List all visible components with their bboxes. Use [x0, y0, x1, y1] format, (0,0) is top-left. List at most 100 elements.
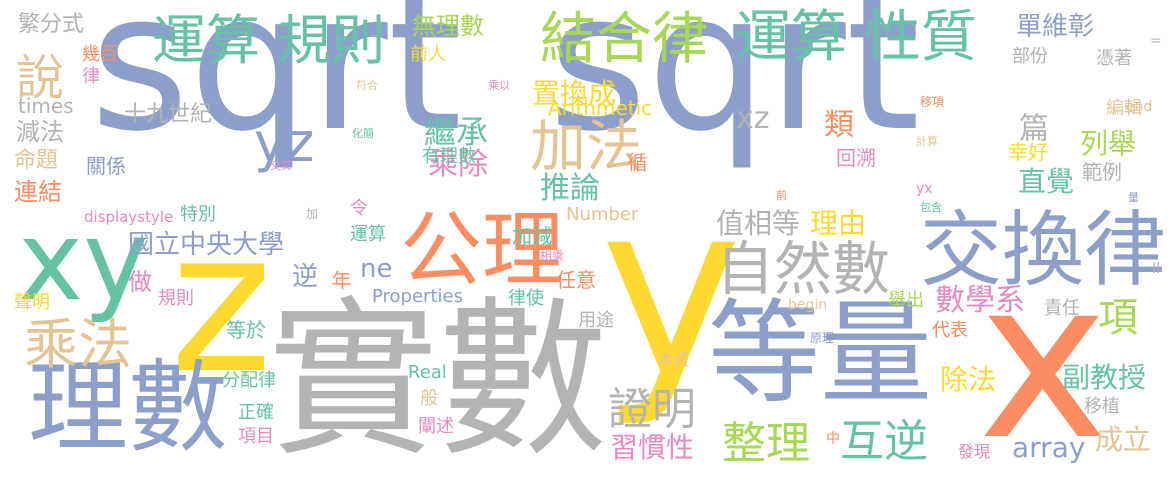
word-zhong: 中 [826, 431, 840, 447]
word-benzhi: 本質 [658, 350, 691, 369]
word-y-big: y [600, 150, 743, 430]
word-xy-big: xy [18, 197, 149, 325]
word-zeren: 責任 [1044, 298, 1080, 319]
word-pingzhe: 憑著 [1096, 48, 1132, 69]
word-xun: 循 [624, 152, 648, 172]
word-ni: 逆 [292, 262, 319, 292]
word-x-big: x [978, 232, 1109, 482]
word-guize-small: 規則 [158, 288, 194, 309]
word-fuhe: 符合 [356, 79, 378, 92]
word-ling: 令 [350, 198, 368, 219]
word-huisu: 回溯 [836, 146, 876, 170]
word-array: array [1012, 431, 1086, 464]
word-renyi: 任意 [556, 268, 596, 292]
word-nian: 年 [328, 270, 352, 290]
word-fujiaoshou: 副教授 [1062, 361, 1147, 394]
word-lianjie: 連結 [14, 178, 62, 206]
word-jisuan: 計算 [916, 135, 938, 148]
word-ziranshu: 自然數 [716, 235, 891, 303]
word-chufa: 除法 [940, 363, 997, 396]
word-liang: 量 [1128, 191, 1139, 204]
word-dengyu: 等於 [226, 318, 266, 342]
word-qian: 前 [776, 189, 787, 202]
word-qianren: 前人 [410, 44, 446, 65]
word-faxian: 發現 [958, 442, 991, 461]
word-shishu: 實數 [268, 282, 609, 480]
word-bianji: 編輯 [1106, 98, 1142, 119]
word-zhixiangdeng: 值相等 [716, 207, 801, 240]
word-arithmetic: Arithmetic [548, 96, 653, 120]
word-yz: yz [254, 111, 315, 174]
word-fanli: 範例 [1082, 160, 1122, 184]
word-yongtu: 用途 [578, 310, 614, 331]
word-mingti: 命題 [14, 148, 59, 173]
word-guanxi: 關係 [86, 154, 126, 178]
word-chanshu: 闡述 [418, 416, 454, 437]
word-displaystyle: displaystyle [84, 208, 174, 226]
word-number: Number [566, 204, 639, 225]
word-pian: 篇 [1013, 112, 1048, 142]
word-chengfa: 乘法 [24, 313, 132, 376]
word-huni: 互逆 [840, 416, 928, 467]
word-lvshi: 律使 [508, 288, 544, 309]
word-wulishu: 無理數 [412, 12, 484, 40]
word-xiguanxing: 習慣性 [610, 431, 695, 464]
word-begin: begin [788, 297, 828, 313]
word-yizhi: 移植 [1084, 396, 1120, 417]
word-shijiushiji: 十九世紀 [124, 102, 213, 127]
word-chengli: 成立 [1095, 423, 1152, 456]
word-baohan: 包含 [920, 201, 942, 214]
word-zuo: 做 [128, 268, 152, 296]
word-juchu: 舉出 [888, 290, 924, 311]
word-zhijue: 直覺 [1018, 165, 1075, 198]
word-yunsuan-xingzhi: 運算 性質 [735, 5, 977, 70]
word-lv: 律 [82, 66, 100, 87]
word-ban: 般 [420, 388, 438, 409]
word-z-big: z [170, 189, 273, 416]
word-jiehelv: 結合律 [540, 7, 708, 72]
word-zhengque: 正確 [238, 402, 274, 423]
word-danweizhang: 單維彰 [1016, 12, 1095, 42]
word-ne: ne [360, 254, 393, 284]
word-zhengli: 整理 [722, 418, 810, 469]
word-yixiang: 移項 [920, 95, 945, 109]
word-zhengming: 證明 [608, 384, 696, 435]
word-liju: 列舉 [1080, 127, 1137, 160]
word-chengchu: 乘除 [428, 147, 488, 182]
word-tebie: 特別 [180, 204, 216, 225]
word-liyou: 理由 [810, 207, 867, 240]
word-shuo: 說 [16, 50, 65, 106]
word-chengyi: 乘以 [488, 79, 510, 92]
word-shuxuexi: 數學系 [935, 283, 1025, 318]
word-tuilun: 推論 [540, 171, 600, 206]
word-yuanli: 原理 [810, 331, 835, 345]
word-jiajian: 加減 [512, 224, 552, 248]
word-yx: yx [916, 181, 933, 197]
word-xingfu: 幸好 [1008, 140, 1048, 164]
word-jiaocha: 交叉 [270, 159, 292, 172]
word-xiangcheng: 相乘 [540, 249, 565, 263]
word-jia: 加 [306, 207, 319, 221]
word-jicheng: 繼承 [424, 113, 489, 151]
word-jiafa: 加法 [530, 115, 642, 180]
word-end: end [1126, 99, 1153, 115]
word-daibiao: 代表 [932, 320, 968, 341]
word-huajian: 化簡 [352, 127, 374, 140]
word-real: Real [408, 362, 447, 383]
word-properties: Properties [372, 286, 463, 307]
word-jibai: 幾百 [82, 44, 118, 65]
word-yunsuan-small: 運算 [350, 224, 386, 245]
word-jianfa: 減法 [16, 118, 64, 146]
word-xiangmu: 項目 [238, 426, 274, 447]
word-jiaohuanlv: 交換律 [920, 203, 1167, 298]
word-fanfenshi: 繁分式 [18, 12, 85, 37]
word-times: times [18, 94, 74, 118]
word-sqrt-1: sqrt [90, 0, 463, 173]
word-gongli: 公理 [400, 203, 565, 298]
word-lishu: 理數 [28, 349, 228, 466]
word-ii: II [1152, 261, 1161, 277]
word-lei: 類 [818, 108, 853, 138]
word-xiang: 項 [1098, 295, 1138, 341]
word-shengming: 聲明 [14, 292, 50, 313]
